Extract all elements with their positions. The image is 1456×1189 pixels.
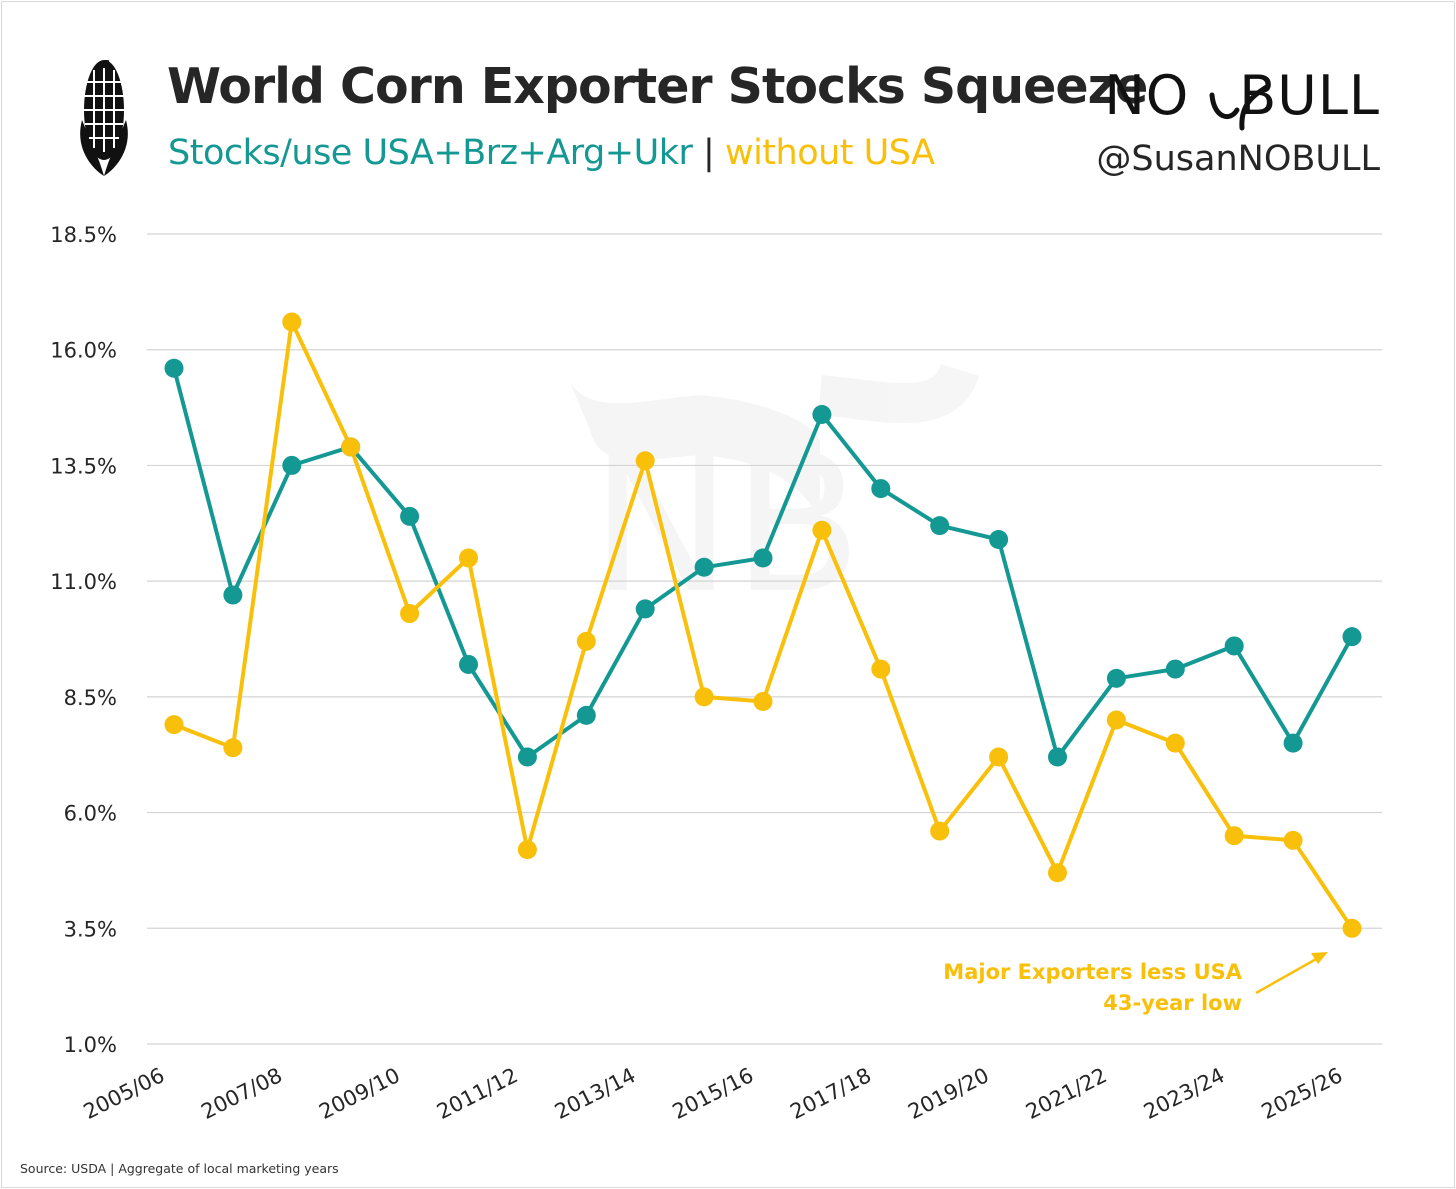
data-point-gold <box>1165 733 1185 753</box>
x-tick-label: 2021/22 <box>1022 1063 1111 1124</box>
subtitle-separator: | <box>703 133 715 173</box>
x-tick-label: 2017/18 <box>786 1063 875 1124</box>
y-tick-label: 13.5% <box>50 454 117 478</box>
data-point-gold <box>871 659 891 679</box>
data-point-gold <box>1224 826 1244 846</box>
data-point-teal <box>1283 733 1303 753</box>
data-point-gold <box>694 687 714 707</box>
y-tick-label: 18.5% <box>50 223 117 247</box>
y-axis: 1.0% 3.5% 6.0% 8.5% 11.0% 13.5% 16.0% 18.5% <box>50 223 117 1057</box>
series-points <box>164 312 1362 938</box>
data-point-gold <box>1283 830 1303 850</box>
x-tick-label: 2023/24 <box>1140 1063 1229 1124</box>
x-tick-label: 2025/26 <box>1258 1063 1347 1124</box>
y-tick-label: 11.0% <box>50 570 117 594</box>
data-point-teal <box>930 516 950 536</box>
grid-lines <box>147 233 1382 1045</box>
x-tick-label: 2011/12 <box>433 1063 522 1124</box>
y-tick-label: 3.5% <box>64 917 117 941</box>
corn-icon <box>80 60 128 176</box>
data-point-gold <box>1048 863 1067 883</box>
data-point-teal <box>1048 747 1067 767</box>
data-point-teal <box>694 557 714 577</box>
data-point-teal <box>753 548 773 568</box>
data-point-gold <box>517 840 537 860</box>
data-point-gold <box>812 520 832 540</box>
data-point-teal <box>1342 627 1362 647</box>
y-tick-label: 1.0% <box>64 1033 117 1057</box>
data-point-teal <box>517 747 537 767</box>
data-point-teal <box>989 529 1009 549</box>
brand-logo: NO BULL <box>1104 64 1380 127</box>
data-point-gold <box>223 738 243 758</box>
brand-right: BULL <box>1239 64 1380 127</box>
x-tick-label: 2009/10 <box>315 1063 404 1124</box>
data-point-teal <box>871 479 891 499</box>
data-point-gold <box>989 747 1009 767</box>
legend-teal-series: Stocks/use USA+Brz+Arg+Ukr <box>168 133 693 173</box>
data-point-teal <box>1165 659 1185 679</box>
brand-left: NO <box>1104 64 1190 127</box>
x-tick-label: 2015/16 <box>669 1063 758 1124</box>
data-point-teal <box>1106 668 1126 688</box>
y-tick-label: 6.0% <box>64 802 117 826</box>
data-point-teal <box>282 455 302 475</box>
y-tick-label: 8.5% <box>64 686 117 710</box>
data-point-teal <box>400 506 420 526</box>
data-point-gold <box>341 437 361 457</box>
x-tick-label: 2007/08 <box>197 1063 286 1124</box>
data-point-gold <box>576 631 596 651</box>
legend-gold-series: without USA <box>724 133 935 173</box>
data-point-gold <box>635 451 655 471</box>
x-tick-label: 2019/20 <box>904 1063 993 1124</box>
data-point-teal <box>635 599 655 619</box>
data-point-teal <box>812 405 832 425</box>
data-point-gold <box>1342 918 1362 938</box>
nobull-watermark: NB <box>565 362 980 635</box>
x-axis: 2005/06 2007/08 2009/10 2011/12 2013/14 2015/… <box>80 1063 1347 1124</box>
y-tick-label: 16.0% <box>50 339 117 363</box>
data-point-teal <box>576 705 596 725</box>
data-point-gold <box>753 691 773 711</box>
data-point-gold <box>930 821 950 841</box>
data-point-gold <box>1106 710 1126 730</box>
annotation-line-1: Major Exporters less USA <box>943 960 1242 984</box>
annotation-arrow <box>1255 952 1328 995</box>
data-point-teal <box>459 654 478 674</box>
chart-subtitle: Stocks/use USA+Brz+Arg+Ukr | without USA <box>168 133 935 173</box>
data-point-teal <box>223 585 243 605</box>
data-point-gold <box>282 312 302 332</box>
data-point-gold <box>400 604 420 624</box>
bull-horns-icon <box>1209 83 1271 131</box>
social-handle: @SusanNOBULL <box>1096 139 1380 179</box>
annotation: Major Exporters less USA 43-year low <box>943 957 1242 1019</box>
data-point-teal <box>1224 636 1244 656</box>
source-note: Source: USDA | Aggregate of local market… <box>20 1161 339 1176</box>
data-point-gold <box>164 715 184 735</box>
chart-title: World Corn Exporter Stocks Squeeze <box>167 58 1148 115</box>
x-tick-label: 2013/14 <box>551 1063 640 1124</box>
x-tick-label: 2005/06 <box>80 1063 169 1124</box>
data-point-teal <box>164 358 184 378</box>
annotation-line-2: 43-year low <box>1103 991 1242 1015</box>
data-point-gold <box>459 548 478 568</box>
